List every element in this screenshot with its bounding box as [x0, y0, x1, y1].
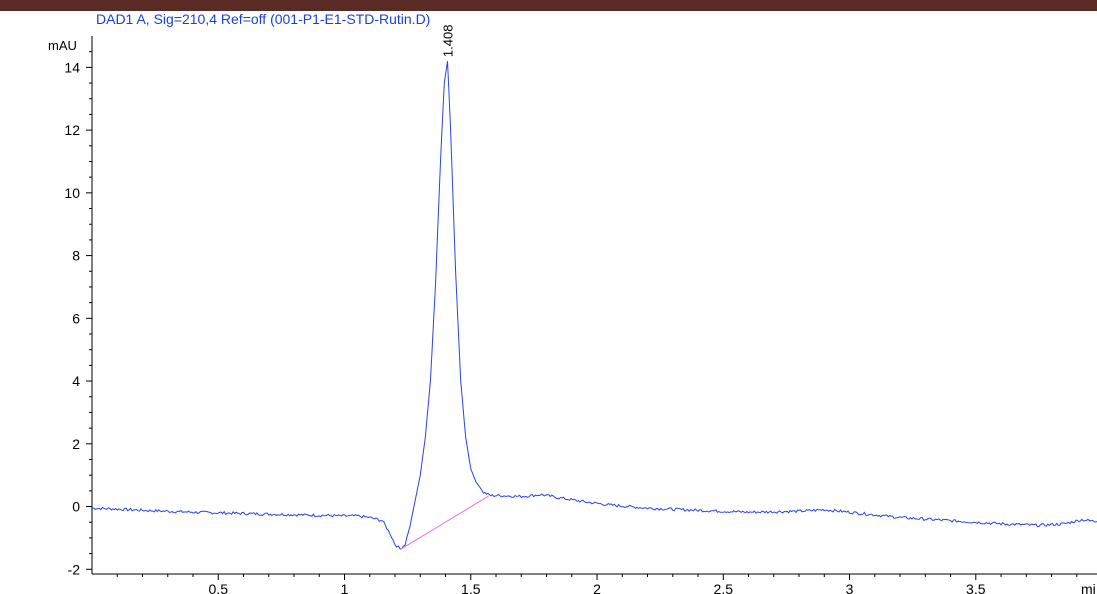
- x-tick-label: 2: [593, 581, 601, 594]
- y-tick-label: 6: [72, 310, 80, 326]
- window-top-bar: [0, 0, 1097, 11]
- x-tick-label: 1.5: [461, 581, 481, 594]
- signal-trace: [91, 61, 1097, 550]
- y-tick-label: 8: [72, 248, 80, 264]
- y-tick-label: 2: [72, 436, 80, 452]
- y-tick-label: -2: [68, 561, 81, 577]
- y-tick-label: 14: [64, 59, 80, 75]
- x-tick-label: 0.5: [209, 581, 229, 594]
- x-tick-label: 3.5: [966, 581, 986, 594]
- x-tick-label: 1: [341, 581, 349, 594]
- peak-retention-label: 1.408: [441, 25, 456, 58]
- chart-title: DAD1 A, Sig=210,4 Ref=off (001-P1-E1-STD…: [96, 11, 431, 27]
- x-axis-unit: mi: [1081, 581, 1096, 594]
- y-axis-unit: mAU: [48, 38, 77, 53]
- integration-baseline: [399, 495, 489, 550]
- y-tick-label: 0: [72, 499, 80, 515]
- x-tick-label: 2.5: [714, 581, 734, 594]
- y-tick-label: 4: [72, 373, 80, 389]
- y-tick-label: 10: [64, 185, 80, 201]
- y-tick-label: 12: [64, 122, 80, 138]
- x-tick-label: 3: [846, 581, 854, 594]
